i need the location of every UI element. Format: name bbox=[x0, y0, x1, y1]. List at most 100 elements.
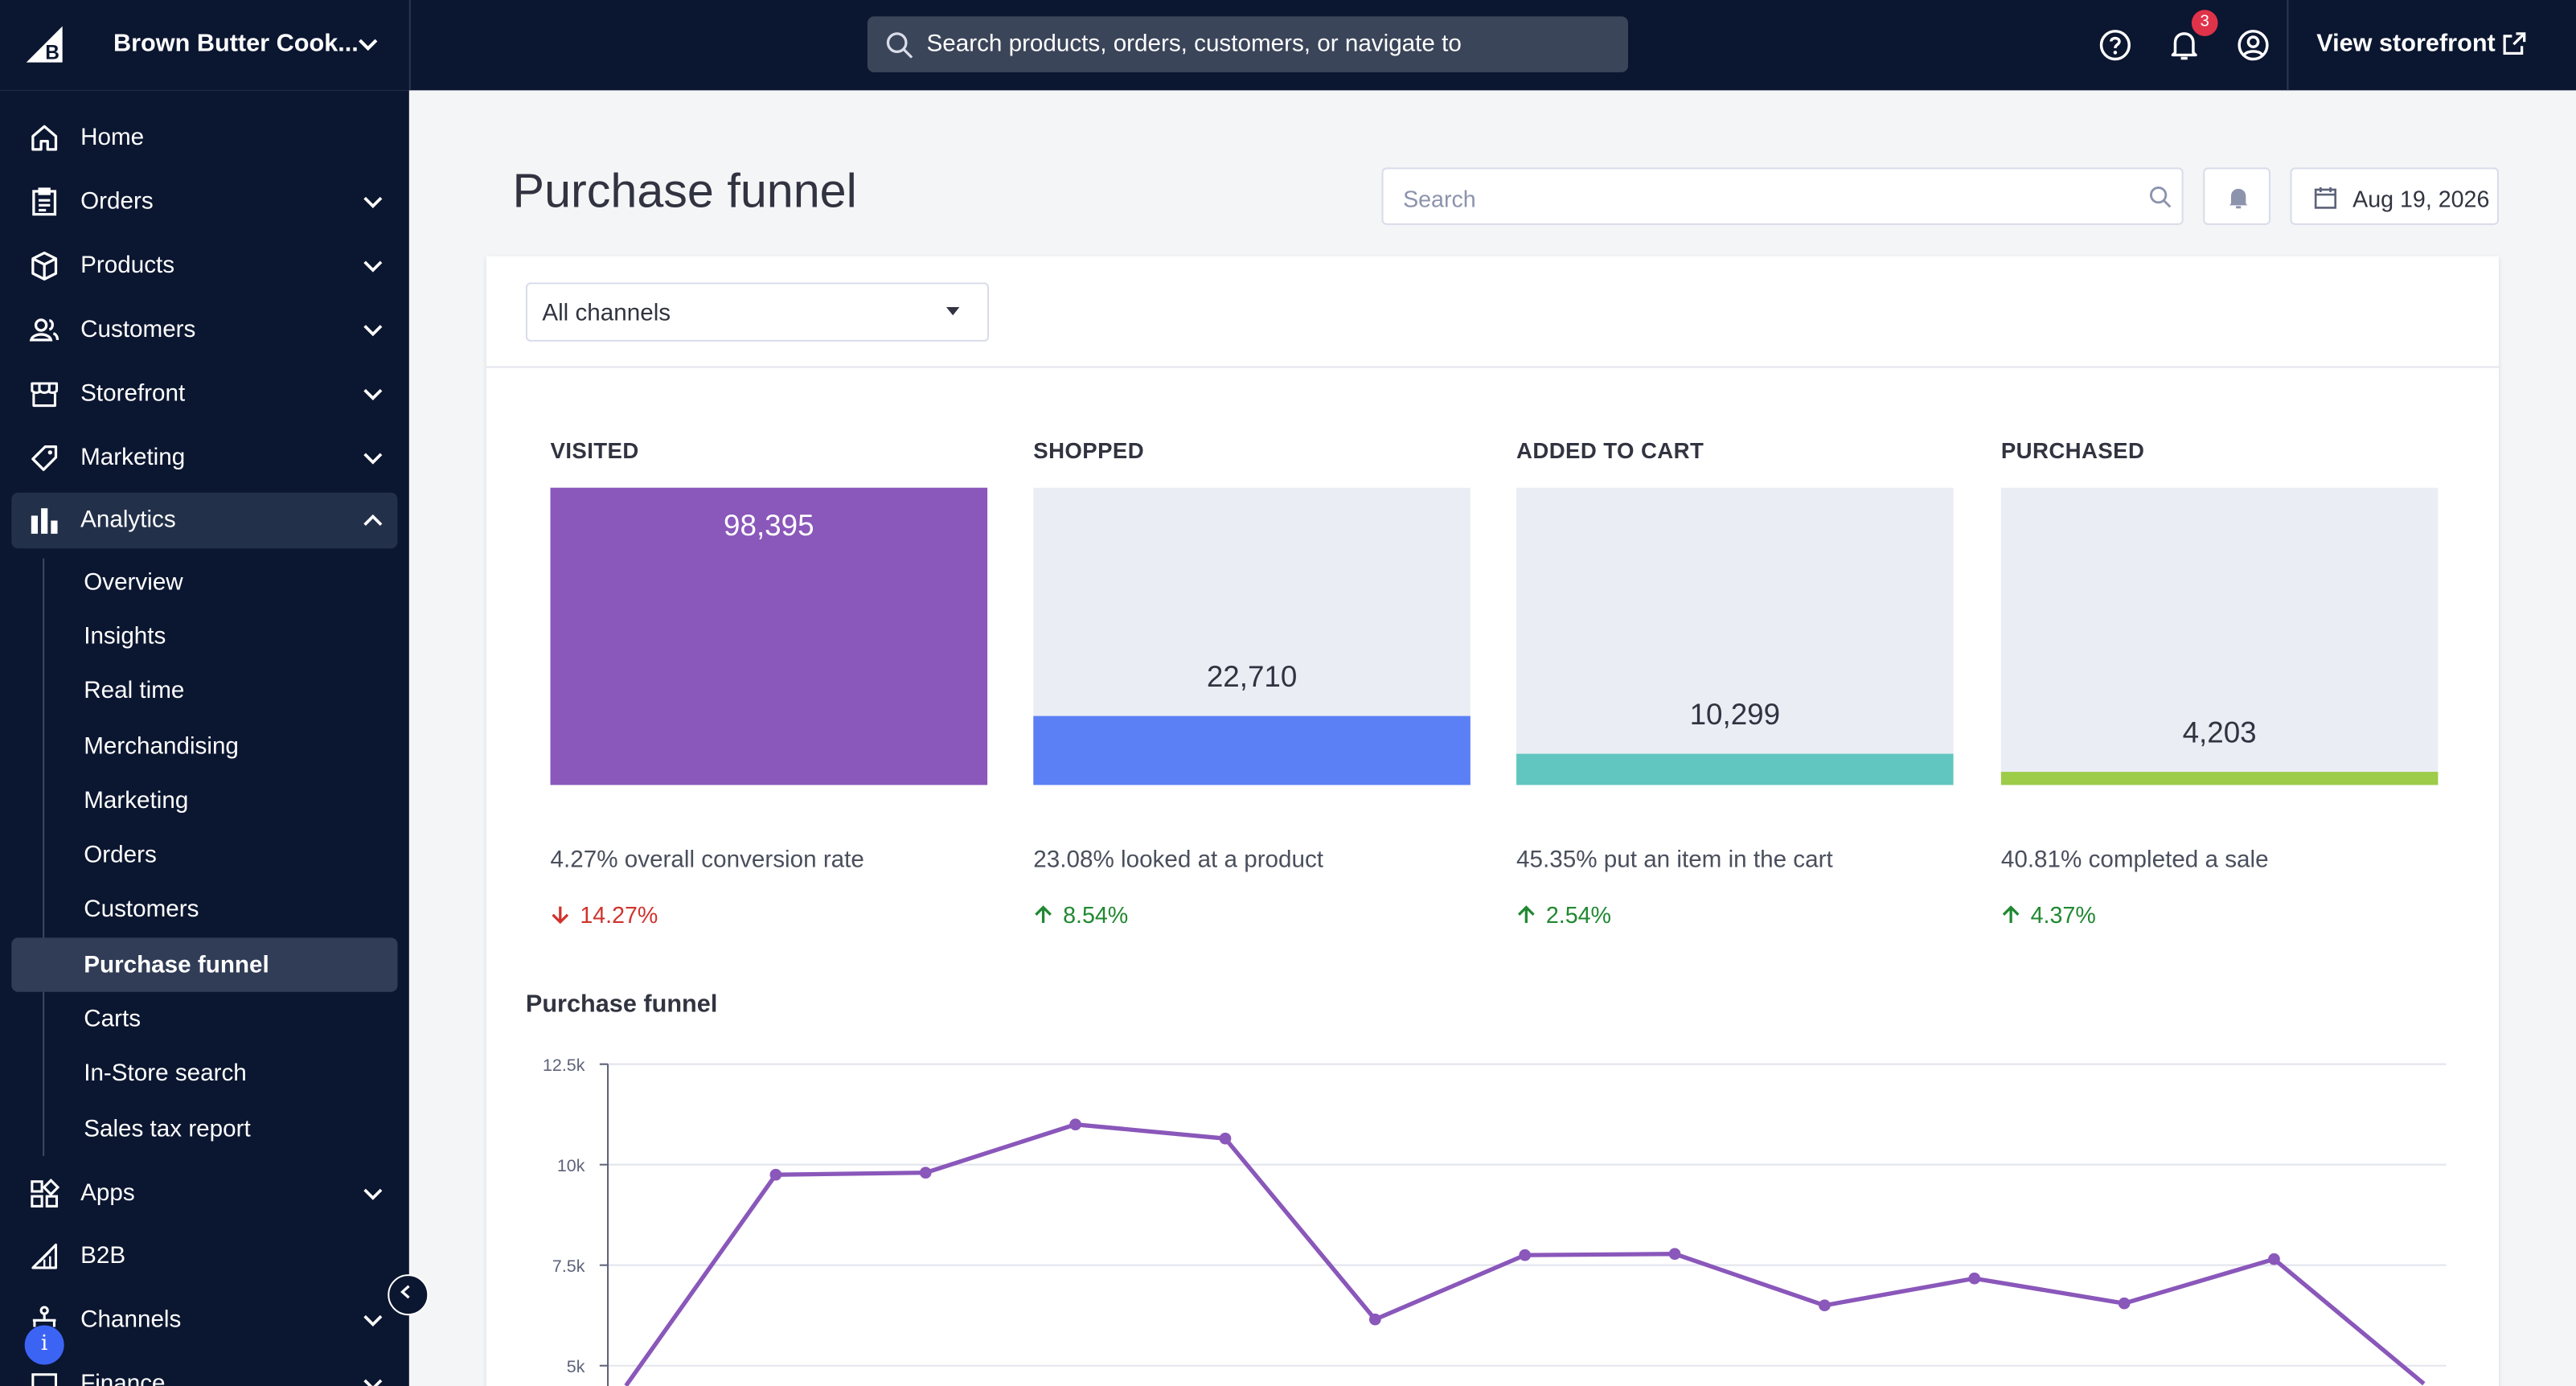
caret-down-icon bbox=[945, 306, 960, 316]
active-submenu-highlight bbox=[11, 937, 398, 992]
sidebar-item-home[interactable]: Home bbox=[0, 110, 409, 166]
arrow-up-icon bbox=[1035, 905, 1052, 923]
chevron-down-icon[interactable] bbox=[356, 33, 379, 56]
stage-change-value: 14.27% bbox=[580, 901, 658, 929]
chevron-down-icon bbox=[363, 388, 383, 400]
data-point[interactable] bbox=[2268, 1253, 2280, 1265]
sidebar-sub-carts[interactable]: Carts bbox=[84, 1007, 142, 1033]
sidebar-sub-real-time[interactable]: Real time bbox=[84, 678, 185, 705]
sidebar-item-orders[interactable]: Orders bbox=[0, 174, 409, 230]
bigcommerce-logo-icon[interactable]: B bbox=[23, 23, 66, 66]
sidebar-item-label: B2B bbox=[80, 1243, 126, 1270]
stage-title: VISITED bbox=[550, 438, 639, 464]
y-tick-label: 5k bbox=[567, 1357, 585, 1376]
sidebar-item-label: Orders bbox=[80, 188, 154, 215]
tag-icon bbox=[31, 445, 58, 471]
data-point[interactable] bbox=[2118, 1297, 2131, 1310]
products-icon bbox=[31, 251, 58, 281]
sidebar-sub-merchandising[interactable]: Merchandising bbox=[84, 734, 239, 761]
sidebar-item-label: Marketing bbox=[80, 445, 186, 472]
sidebar-sub-sales-tax-report[interactable]: Sales tax report bbox=[84, 1117, 251, 1143]
divider bbox=[408, 0, 411, 91]
funnel-card: All channels VISITED 98,395 4.27% overall … bbox=[486, 256, 2500, 1386]
sidebar-item-analytics[interactable]: Analytics bbox=[11, 492, 398, 549]
stage-value: 98,395 bbox=[724, 509, 814, 543]
sidebar-item-storefront[interactable]: Storefront bbox=[0, 367, 409, 422]
chevron-down-icon bbox=[363, 325, 383, 337]
arrow-down-icon bbox=[552, 906, 569, 925]
data-point[interactable] bbox=[1069, 1118, 1081, 1131]
external-link-icon[interactable] bbox=[2502, 31, 2527, 56]
alerts-button[interactable] bbox=[2203, 167, 2270, 225]
submenu-rail bbox=[43, 558, 45, 1157]
stage-change: 14.27% bbox=[551, 901, 658, 928]
search-icon bbox=[2149, 187, 2172, 208]
store-name[interactable]: Brown Butter Cook... bbox=[113, 29, 359, 58]
stage-change-value: 4.37% bbox=[2030, 901, 2096, 929]
data-point[interactable] bbox=[919, 1167, 932, 1179]
purchase-funnel-line-chart: 5k 7.5k 10k 12.5k bbox=[543, 1056, 2447, 1386]
sidebar-item-finance[interactable]: Finance bbox=[0, 1356, 409, 1386]
stage-title: SHOPPED bbox=[1033, 438, 1145, 464]
chart-title: Purchase funnel bbox=[525, 990, 718, 1019]
search-input[interactable]: Search bbox=[1381, 167, 2184, 225]
stage-description: 23.08% looked at a product bbox=[1033, 847, 1324, 874]
sidebar-item-label: Products bbox=[80, 252, 175, 280]
data-point[interactable] bbox=[1968, 1272, 1981, 1285]
data-point[interactable] bbox=[1519, 1249, 1532, 1261]
sidebar-item-marketing[interactable]: Marketing bbox=[0, 430, 409, 486]
notifications-bell-icon[interactable] bbox=[2167, 28, 2201, 63]
stage-bar-track: 98,395 bbox=[550, 487, 988, 785]
info-icon: i bbox=[40, 1331, 48, 1357]
sidebar-sub-purchase-funnel[interactable]: Purchase funnel bbox=[84, 952, 269, 979]
apps-icon bbox=[31, 1179, 60, 1208]
stage-description: 4.27% overall conversion rate bbox=[550, 847, 864, 874]
sidebar-item-b2b[interactable]: B2B bbox=[0, 1228, 409, 1284]
stage-change-value: 2.54% bbox=[1545, 901, 1611, 929]
stage-title: ADDED TO CART bbox=[1516, 438, 1704, 464]
data-point[interactable] bbox=[1819, 1299, 1831, 1312]
arrow-up-icon bbox=[2002, 905, 2020, 923]
data-point[interactable] bbox=[1368, 1313, 1381, 1326]
stage-bar-track: 4,203 bbox=[2000, 487, 2439, 785]
y-tick-label: 12.5k bbox=[543, 1056, 585, 1075]
stage-bar-fill bbox=[550, 487, 988, 785]
sidebar-sub-customers[interactable]: Customers bbox=[84, 896, 199, 923]
stage-change-value: 8.54% bbox=[1063, 901, 1129, 929]
data-point[interactable] bbox=[1668, 1248, 1681, 1261]
y-tick-label: 7.5k bbox=[552, 1257, 585, 1276]
chevron-left-icon bbox=[400, 1285, 410, 1299]
account-icon[interactable] bbox=[2236, 28, 2270, 63]
info-help-button[interactable]: i bbox=[24, 1325, 64, 1365]
sidebar-sub-marketing[interactable]: Marketing bbox=[84, 788, 189, 815]
orders-icon bbox=[32, 187, 57, 216]
view-storefront-link[interactable]: View storefront bbox=[2316, 29, 2496, 58]
storefront-icon bbox=[31, 382, 59, 408]
b2b-icon bbox=[31, 1243, 58, 1269]
date-label: Aug 19, 2026 bbox=[2352, 185, 2490, 212]
sidebar-sub-insights[interactable]: Insights bbox=[84, 624, 166, 650]
customers-icon bbox=[29, 318, 59, 342]
sidebar-item-label: Apps bbox=[80, 1180, 135, 1208]
sidebar-sub-in-store-search[interactable]: In-Store search bbox=[84, 1060, 247, 1088]
search-placeholder: Search bbox=[1403, 185, 1476, 212]
global-search-input[interactable]: Search products, orders, customers, or n… bbox=[867, 16, 1629, 72]
sidebar-sub-orders[interactable]: Orders bbox=[84, 842, 157, 869]
sidebar-item-label: Storefront bbox=[80, 380, 186, 408]
bar-chart-icon bbox=[31, 508, 58, 534]
sidebar-item-label: Finance bbox=[80, 1371, 166, 1386]
stage-change: 2.54% bbox=[1516, 901, 1611, 928]
help-icon[interactable] bbox=[2098, 28, 2132, 63]
date-picker-button[interactable]: Aug 19, 2026 bbox=[2290, 167, 2500, 225]
sidebar-item-customers[interactable]: Customers bbox=[0, 302, 409, 358]
data-point[interactable] bbox=[1219, 1132, 1232, 1145]
channels-icon bbox=[32, 1306, 56, 1327]
sidebar-item-channels[interactable]: Channels bbox=[0, 1293, 409, 1348]
sidebar-item-products[interactable]: Products bbox=[0, 238, 409, 293]
sidebar-sub-overview[interactable]: Overview bbox=[84, 569, 183, 597]
collapse-sidebar-button[interactable] bbox=[388, 1274, 429, 1316]
data-point[interactable] bbox=[769, 1168, 782, 1181]
channel-select[interactable]: All channels bbox=[525, 282, 990, 342]
sidebar-item-apps[interactable]: Apps bbox=[0, 1166, 409, 1221]
divider bbox=[2287, 0, 2289, 91]
